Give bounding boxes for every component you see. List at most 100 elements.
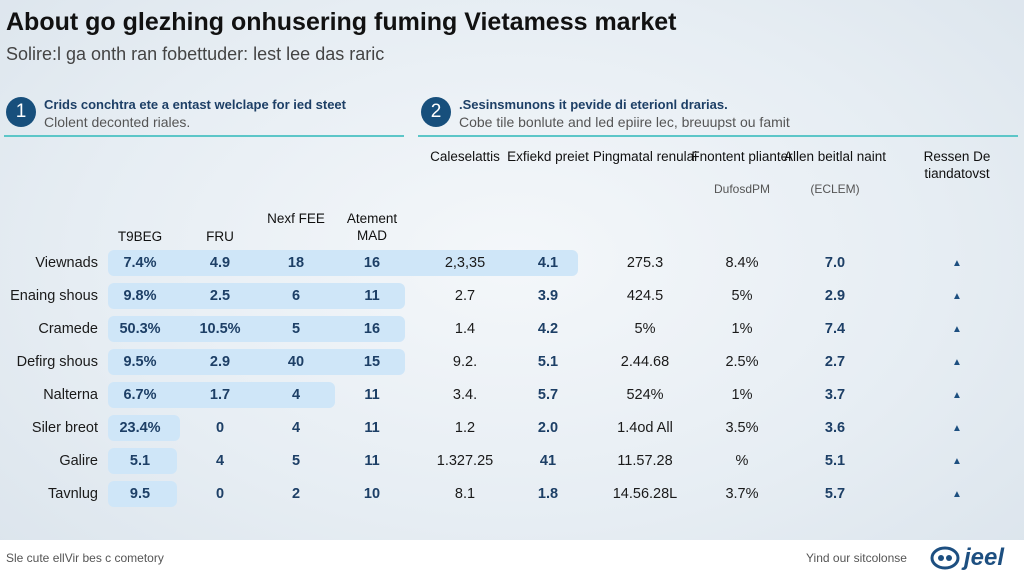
table-cell: 7.0 — [824, 255, 846, 271]
row-label: Defirg shous — [16, 354, 98, 370]
section-1-badge: 1 — [6, 97, 36, 127]
table-cell: 4 — [215, 453, 225, 469]
table-cell: 1.4 — [454, 321, 476, 337]
row-label: Enaing shous — [10, 288, 98, 304]
column-header[interactable]: T9BEG — [117, 229, 163, 244]
section-2-subheading: Cobe tile bonlute and led epiire lec, br… — [459, 114, 790, 130]
table-cell: 14.56.28L — [612, 486, 678, 502]
logo-mark-icon — [930, 546, 960, 570]
table-cell: 15 — [363, 354, 381, 370]
column-header[interactable]: Exfiekd preiet — [507, 149, 589, 164]
table-cell: 40 — [287, 354, 305, 370]
table-cell: 10 — [363, 486, 381, 502]
table-cell: 50.3% — [119, 321, 161, 337]
column-header[interactable]: Nexf FEE — [267, 211, 325, 226]
table-cell: % — [735, 453, 749, 469]
table-cell: 4.9 — [209, 255, 231, 271]
column-header[interactable]: Ressen De tiandatovst — [923, 149, 991, 181]
table-cell: 3.7 — [824, 387, 846, 403]
row-highlight — [108, 382, 335, 408]
table-cell: 1% — [731, 387, 753, 403]
table-cell: 0 — [215, 420, 225, 436]
table-cell: 4 — [291, 387, 301, 403]
table-cell: 8.4% — [725, 255, 759, 271]
footer-left-text: Sle cute ellVir bes c cometory — [6, 551, 164, 565]
table-cell: 5.7 — [824, 486, 846, 502]
table-cell: 9.5 — [129, 486, 151, 502]
row-highlight — [108, 349, 405, 375]
table-cell: 424.5 — [626, 288, 664, 304]
table-cell: 5% — [731, 288, 753, 304]
table-cell: 11 — [364, 288, 380, 304]
table-cell: 3.6 — [824, 420, 846, 436]
row-highlight — [108, 316, 405, 342]
row-label: Galire — [59, 453, 98, 469]
table-cell: 3.5% — [725, 420, 759, 436]
table-cell: 2.5% — [725, 354, 759, 370]
trend-up-icon: ▲ — [952, 258, 962, 269]
table-cell: 3.4. — [452, 387, 478, 403]
table-cell: 2,3,35 — [444, 255, 486, 271]
table-cell: 16 — [363, 321, 381, 337]
table-cell: 1.7 — [209, 387, 231, 403]
section-2-badge: 2 — [421, 97, 451, 127]
section-1-heading: Crids conchtra ete a entast welclape for… — [44, 97, 346, 112]
column-header[interactable]: Allen beitlal naint — [783, 149, 887, 164]
row-highlight — [108, 415, 180, 441]
table-cell: 5.7 — [537, 387, 559, 403]
row-label: Viewnads — [35, 255, 98, 271]
table-cell: 5.1 — [824, 453, 846, 469]
column-header[interactable]: Atement MAD — [346, 211, 398, 243]
footer-link[interactable]: Yind our sitcolonse — [806, 551, 907, 565]
row-highlight — [108, 283, 405, 309]
section-1-subheading: Clolent deconted riales. — [44, 114, 191, 130]
trend-up-icon: ▲ — [952, 423, 962, 434]
row-highlight — [108, 481, 177, 507]
column-header[interactable]: FRU — [206, 229, 234, 244]
section-1-divider — [4, 135, 404, 137]
table-cell: 2.7 — [824, 354, 846, 370]
table-cell: 1% — [731, 321, 753, 337]
table-cell: 9.8% — [123, 288, 157, 304]
table-cell: 1.2 — [454, 420, 476, 436]
trend-up-icon: ▲ — [952, 489, 962, 500]
table-cell: 2.9 — [209, 354, 231, 370]
table-cell: 2.0 — [537, 420, 559, 436]
table-cell: 41 — [539, 453, 557, 469]
page-subtitle: Solire:l ga onth ran fobettuder: lest le… — [6, 44, 385, 64]
column-header-subtext: (ECLEM) — [810, 182, 860, 196]
column-header[interactable]: Fnontent plianter — [691, 149, 793, 164]
table-cell: 11 — [364, 420, 380, 436]
column-header[interactable]: Caleselattis — [430, 149, 500, 164]
table-cell: 1.327.25 — [436, 453, 494, 469]
table-cell: 6.7% — [123, 387, 157, 403]
table-cell: 4.2 — [537, 321, 559, 337]
section-2-divider — [418, 135, 1018, 137]
brand-logo: jeel — [930, 544, 1004, 572]
table-cell: 10.5% — [199, 321, 241, 337]
table-cell: 0 — [215, 486, 225, 502]
table-cell: 7.4 — [824, 321, 846, 337]
footer-bar — [0, 540, 1024, 576]
table-cell: 3.7% — [725, 486, 759, 502]
table-cell: 9.5% — [123, 354, 157, 370]
table-cell: 5.1 — [537, 354, 559, 370]
table-cell: 275.3 — [626, 255, 664, 271]
table-cell: 4 — [291, 420, 301, 436]
table-cell: 16 — [363, 255, 381, 271]
column-header[interactable]: Pingmatal renulai — [592, 149, 698, 164]
table-cell: 2.7 — [454, 288, 476, 304]
row-label: Siler breot — [31, 420, 98, 436]
row-label: Cramede — [38, 321, 98, 337]
table-cell: 23.4% — [119, 420, 161, 436]
table-cell: 11 — [364, 453, 380, 469]
table-cell: 7.4% — [123, 255, 157, 271]
table-cell: 524% — [626, 387, 664, 403]
trend-up-icon: ▲ — [952, 291, 962, 302]
row-label: Tavnlug — [48, 486, 98, 502]
table-cell: 5.1 — [129, 453, 151, 469]
table-cell: 8.1 — [454, 486, 476, 502]
trend-up-icon: ▲ — [952, 357, 962, 368]
table-cell: 5% — [634, 321, 656, 337]
table-cell: 18 — [287, 255, 305, 271]
